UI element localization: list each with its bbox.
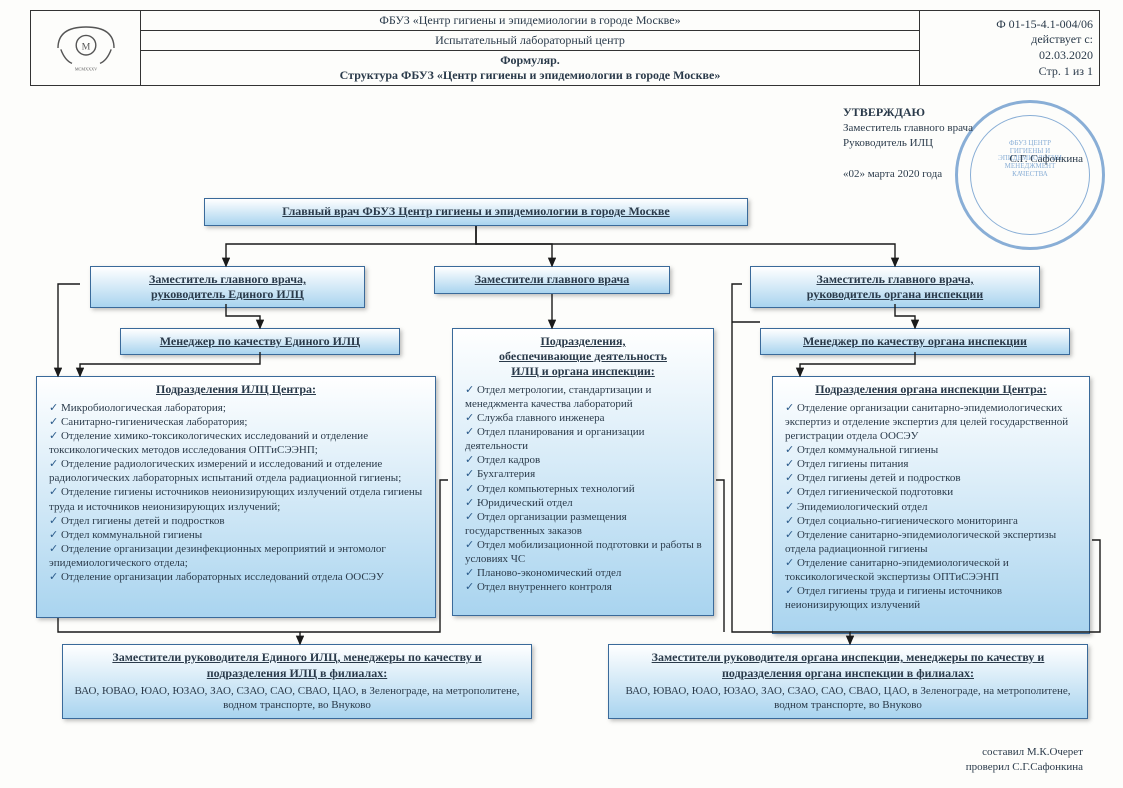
list-item: Отдел кадров — [465, 453, 703, 467]
effective-label: действует с: — [926, 32, 1093, 48]
org-emblem: M MCMXXXV — [51, 18, 121, 78]
div-right-title: Подразделения органа инспекции Центра: — [783, 382, 1079, 397]
node-root-title: Главный врач ФБУЗ Центр гигиены и эпидем… — [215, 204, 737, 219]
effective-date: 02.03.2020 — [926, 48, 1093, 64]
page-label: Стр. 1 из 1 — [926, 64, 1093, 80]
svg-text:MCMXXXV: MCMXXXV — [74, 66, 96, 71]
div-mid-t1: Подразделения, — [540, 334, 625, 348]
list-item: Отдел метрологии, стандартизации и менед… — [465, 383, 703, 411]
list-item: Отделение радиологических измерений и ис… — [49, 457, 425, 485]
dep-right-l2: руководитель органа инспекции — [807, 287, 983, 301]
approval-line1: Заместитель главного врача — [843, 121, 1083, 136]
node-branches-right: Заместители руководителя органа инспекци… — [608, 644, 1088, 719]
footer-signatures: составил М.К.Очерет проверил С.Г.Сафонки… — [966, 745, 1083, 774]
list-item: Отделение организации дезинфекционных ме… — [49, 542, 425, 570]
list-item: Отдел социально-гигиенического мониторин… — [785, 514, 1079, 528]
approval-block: УТВЕРЖДАЮ Заместитель главного врача Рук… — [843, 104, 1083, 182]
div-left-title: Подразделения ИЛЦ Центра: — [47, 382, 425, 397]
list-item: Юридический отдел — [465, 496, 703, 510]
list-item: Отдел организации размещения государстве… — [465, 510, 703, 538]
list-item: Микробиологическая лаборатория; — [49, 401, 425, 415]
branch-right-title: Заместители руководителя органа инспекци… — [619, 650, 1077, 681]
node-divisions-left: Подразделения ИЛЦ Центра: Микробиологиче… — [36, 376, 436, 618]
node-divisions-mid: Подразделения, обеспечивающие деятельнос… — [452, 328, 714, 616]
div-left-list: Микробиологическая лаборатория;Санитарно… — [47, 401, 425, 584]
list-item: Отдел планирования и организации деятель… — [465, 425, 703, 453]
list-item: Отдел мобилизационной подготовки и работ… — [465, 538, 703, 566]
node-branches-left: Заместители руководителя Единого ИЛЦ, ме… — [62, 644, 532, 719]
node-deputy-left: Заместитель главного врача, руководитель… — [90, 266, 365, 308]
branch-left-body: ВАО, ЮВАО, ЮАО, ЮЗАО, ЗАО, СЗАО, САО, СВ… — [73, 684, 521, 713]
node-deputy-right: Заместитель главного врача, руководитель… — [750, 266, 1040, 308]
list-item: Отделение организации лабораторных иссле… — [49, 570, 425, 584]
dep-right-l1: Заместитель главного врача, — [817, 272, 974, 286]
mgr-right-title: Менеджер по качеству органа инспекции — [771, 334, 1059, 349]
list-item: Отделение санитарно-эпидемиологической и… — [785, 556, 1079, 584]
node-deputy-mid: Заместители главного врача — [434, 266, 670, 294]
header-form-label: Формуляр. — [500, 53, 560, 67]
form-number: Ф 01-15-4.1-004/06 — [926, 17, 1093, 33]
node-root: Главный врач ФБУЗ Центр гигиены и эпидем… — [204, 198, 748, 226]
list-item: Отдел компьютерных технологий — [465, 482, 703, 496]
header-table: M MCMXXXV ФБУЗ «Центр гигиены и эпидемио… — [30, 10, 1100, 86]
header-dept: Испытательный лабораторный центр — [141, 31, 920, 51]
div-mid-list: Отдел метрологии, стандартизации и менед… — [463, 383, 703, 594]
node-divisions-right: Подразделения органа инспекции Центра: О… — [772, 376, 1090, 634]
mgr-left-title: Менеджер по качеству Единого ИЛЦ — [131, 334, 389, 349]
header-org: ФБУЗ «Центр гигиены и эпидемиологии в го… — [141, 11, 920, 31]
list-item: Отдел гигиены детей и подростков — [49, 514, 425, 528]
list-item: Планово-экономический отдел — [465, 566, 703, 580]
dep-left-l2: руководитель Единого ИЛЦ — [151, 287, 304, 301]
list-item: Эпидемиологический отдел — [785, 500, 1079, 514]
list-item: Санитарно-гигиеническая лаборатория; — [49, 415, 425, 429]
node-manager-right: Менеджер по качеству органа инспекции — [760, 328, 1070, 355]
footer-author: составил М.К.Очерет — [966, 745, 1083, 759]
div-mid-t3: ИЛЦ и органа инспекции: — [511, 364, 655, 378]
branch-left-title: Заместители руководителя Единого ИЛЦ, ме… — [73, 650, 521, 681]
list-item: Отделение химико-токсикологических иссле… — [49, 429, 425, 457]
div-right-list: Отделение организации санитарно-эпидемио… — [783, 401, 1079, 612]
list-item: Отдел гигиены питания — [785, 457, 1079, 471]
list-item: Отделение организации санитарно-эпидемио… — [785, 401, 1079, 443]
list-item: Бухгалтерия — [465, 467, 703, 481]
div-mid-t2: обеспечивающие деятельность — [499, 349, 667, 363]
list-item: Отдел коммунальной гигиены — [49, 528, 425, 542]
list-item: Отдел внутреннего контроля — [465, 580, 703, 594]
approval-name: С.Г. Сафонкина — [843, 152, 1083, 167]
list-item: Отдел коммунальной гигиены — [785, 443, 1079, 457]
approval-line2: Руководитель ИЛЦ — [843, 136, 1083, 151]
list-item: Отдел гигиены детей и подростков — [785, 471, 1079, 485]
branch-right-body: ВАО, ЮВАО, ЮАО, ЮЗАО, ЗАО, СЗАО, САО, СВ… — [619, 684, 1077, 713]
approval-title: УТВЕРЖДАЮ — [843, 104, 1083, 121]
list-item: Служба главного инженера — [465, 411, 703, 425]
dep-mid-title: Заместители главного врача — [445, 272, 659, 287]
list-item: Отделение гигиены источников неионизирую… — [49, 485, 425, 513]
list-item: Отделение санитарно-эпидемиологической э… — [785, 528, 1079, 556]
footer-reviewer: проверил С.Г.Сафонкина — [966, 760, 1083, 774]
node-manager-left: Менеджер по качеству Единого ИЛЦ — [120, 328, 400, 355]
list-item: Отдел гигиенической подготовки — [785, 485, 1079, 499]
list-item: Отдел гигиены труда и гигиены источников… — [785, 584, 1079, 612]
svg-text:M: M — [81, 41, 90, 52]
header-title: Структура ФБУЗ «Центр гигиены и эпидемио… — [340, 68, 721, 82]
approval-date: «02» марта 2020 года — [843, 167, 1083, 182]
dep-left-l1: Заместитель главного врача, — [149, 272, 306, 286]
